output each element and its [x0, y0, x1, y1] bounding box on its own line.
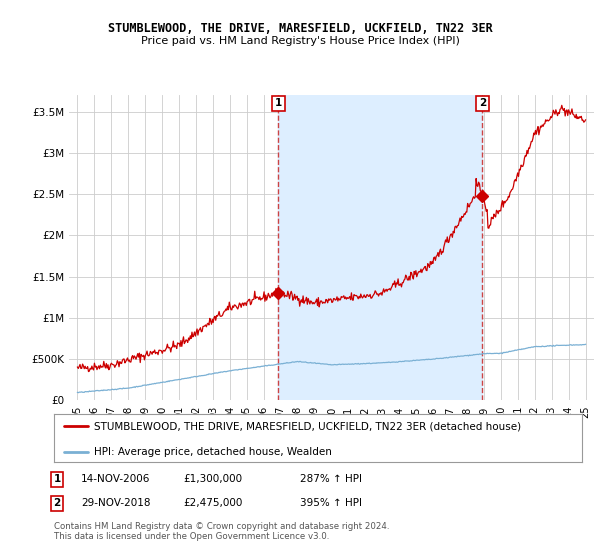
- Text: HPI: Average price, detached house, Wealden: HPI: Average price, detached house, Weal…: [94, 446, 331, 456]
- Text: 29-NOV-2018: 29-NOV-2018: [81, 498, 151, 508]
- Text: 1: 1: [275, 98, 282, 108]
- Text: 14-NOV-2006: 14-NOV-2006: [81, 474, 151, 484]
- Text: 2: 2: [479, 98, 486, 108]
- Text: 2: 2: [53, 498, 61, 508]
- Text: STUMBLEWOOD, THE DRIVE, MARESFIELD, UCKFIELD, TN22 3ER: STUMBLEWOOD, THE DRIVE, MARESFIELD, UCKF…: [107, 22, 493, 35]
- Text: £2,475,000: £2,475,000: [183, 498, 242, 508]
- Text: Contains HM Land Registry data © Crown copyright and database right 2024.
This d: Contains HM Land Registry data © Crown c…: [54, 522, 389, 542]
- Text: 1: 1: [53, 474, 61, 484]
- Text: 395% ↑ HPI: 395% ↑ HPI: [300, 498, 362, 508]
- Text: Price paid vs. HM Land Registry's House Price Index (HPI): Price paid vs. HM Land Registry's House …: [140, 36, 460, 46]
- Text: 287% ↑ HPI: 287% ↑ HPI: [300, 474, 362, 484]
- Bar: [278, 95, 482, 400]
- Text: £1,300,000: £1,300,000: [183, 474, 242, 484]
- Text: STUMBLEWOOD, THE DRIVE, MARESFIELD, UCKFIELD, TN22 3ER (detached house): STUMBLEWOOD, THE DRIVE, MARESFIELD, UCKF…: [94, 421, 521, 431]
